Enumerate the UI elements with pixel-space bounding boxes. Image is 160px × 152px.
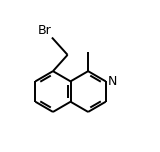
Text: Br: Br (37, 24, 51, 37)
Text: N: N (108, 75, 117, 88)
